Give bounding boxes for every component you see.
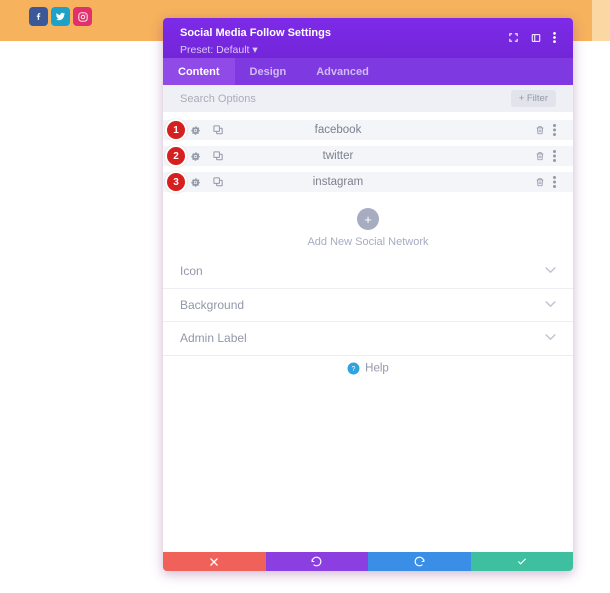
svg-text:?: ? [352,366,356,373]
